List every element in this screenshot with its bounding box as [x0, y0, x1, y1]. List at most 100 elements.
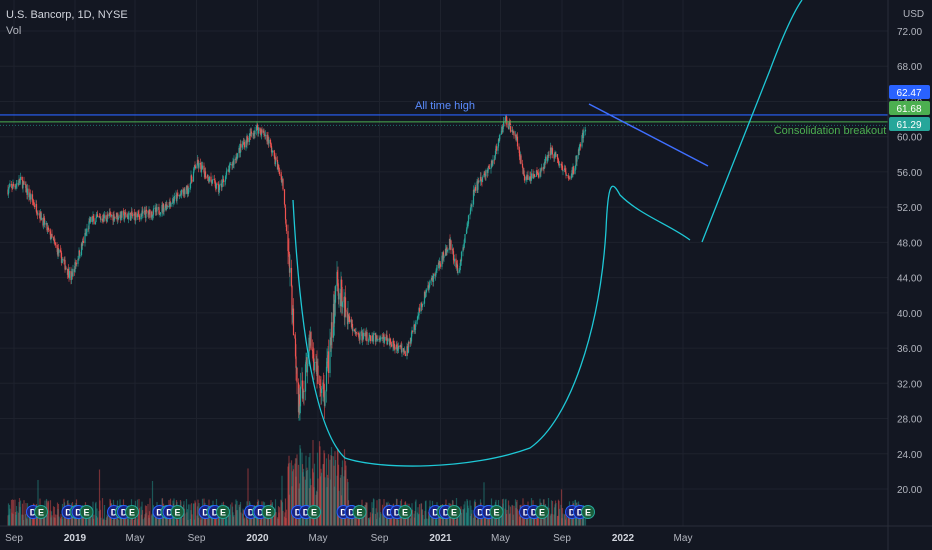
- volume-bar: [235, 499, 237, 526]
- volume-bar: [382, 513, 384, 526]
- volume-bar: [96, 508, 98, 526]
- volume-bar: [190, 510, 192, 526]
- candle-body: [372, 334, 375, 342]
- candle-body: [427, 285, 430, 289]
- volume-bar: [327, 477, 329, 526]
- ath-label: All time high: [415, 100, 475, 112]
- candle-body: [248, 133, 251, 142]
- volume-bar: [466, 500, 469, 526]
- volume-bar: [350, 518, 352, 526]
- candle-body: [19, 176, 22, 181]
- volume-bar: [285, 509, 288, 526]
- candle-body: [386, 335, 388, 345]
- earnings-marker: [216, 505, 230, 519]
- volume-bar: [130, 519, 132, 526]
- candle-body: [271, 152, 273, 153]
- earnings-marker-letter: E: [402, 508, 408, 518]
- volume-bar: [511, 505, 514, 526]
- volume-bar: [226, 515, 228, 526]
- candle-body: [423, 291, 426, 304]
- volume-bar: [352, 518, 354, 526]
- y-tick-label: 28.00: [897, 415, 922, 426]
- candle-body: [133, 213, 135, 216]
- volume-bar: [80, 517, 83, 526]
- candle-body: [390, 344, 393, 347]
- candle-body: [138, 214, 140, 216]
- volume-bar: [487, 516, 490, 526]
- volume-bar: [177, 517, 179, 526]
- volume-bar: [231, 502, 233, 526]
- volume-bar: [138, 508, 141, 526]
- candle-body: [539, 171, 541, 178]
- volume-bar: [274, 499, 277, 526]
- volume-bar: [459, 508, 462, 526]
- volume-bar: [120, 516, 123, 526]
- volume-bar: [56, 514, 58, 526]
- candle-body: [299, 386, 302, 407]
- candle-body: [142, 211, 144, 214]
- candle-body: [458, 270, 461, 272]
- volume-bar: [270, 516, 273, 526]
- volume-bar: [214, 516, 216, 526]
- volume-bar: [507, 500, 510, 526]
- candle-body: [247, 138, 249, 142]
- volume-bar: [289, 462, 291, 526]
- candle-body: [171, 202, 174, 204]
- candle-body: [145, 209, 147, 218]
- candle-body: [396, 344, 398, 348]
- volume-bar: [533, 513, 536, 526]
- volume-bar: [312, 440, 314, 526]
- candle-body: [410, 332, 413, 342]
- volume-bar: [493, 518, 496, 526]
- volume-bar: [11, 512, 13, 526]
- price-label-last-price: 61.29: [896, 120, 921, 131]
- volume-bar: [343, 476, 345, 526]
- candle-body: [465, 229, 468, 235]
- volume-bar: [58, 516, 60, 526]
- volume-bar: [347, 482, 349, 526]
- candle-body: [421, 304, 424, 307]
- candle-body: [8, 187, 10, 189]
- candle-body: [159, 212, 162, 215]
- volume-bar: [369, 517, 371, 526]
- volume-bar: [215, 516, 217, 526]
- candle-body: [284, 207, 287, 220]
- volume-bar: [521, 514, 524, 526]
- dividend-marker-letter: D: [75, 508, 82, 518]
- volume-bar: [281, 502, 284, 526]
- volume-bar: [515, 501, 518, 526]
- volume-bar: [329, 479, 332, 526]
- candle-body: [35, 204, 38, 213]
- candle-body: [94, 222, 97, 225]
- earnings-marker: [581, 505, 595, 519]
- volume-bar: [372, 498, 375, 526]
- candle-body: [79, 255, 81, 257]
- volume-bar: [21, 503, 24, 526]
- volume-bar: [306, 469, 309, 526]
- candle-body: [397, 349, 399, 351]
- volume-bar: [96, 517, 99, 526]
- volume-bar: [22, 519, 25, 526]
- volume-bar: [51, 515, 53, 526]
- candle-body: [239, 143, 242, 153]
- candle-body: [564, 169, 567, 173]
- candle-body: [502, 127, 504, 132]
- price-label-box: [889, 85, 930, 99]
- volume-bar: [324, 477, 326, 526]
- volume-bar: [413, 517, 416, 526]
- candle-body: [43, 218, 46, 225]
- volume-bar: [439, 515, 441, 526]
- volume-bar: [193, 519, 196, 526]
- candle-body: [561, 165, 564, 171]
- volume-bar: [165, 514, 168, 526]
- candle-body: [560, 163, 563, 166]
- candle-body: [269, 139, 272, 145]
- candle-body: [32, 200, 34, 203]
- candle-body: [38, 213, 41, 215]
- candle-body: [329, 340, 331, 373]
- candle-body: [166, 204, 168, 207]
- candle-body: [505, 116, 508, 121]
- volume-bar: [526, 517, 529, 526]
- candle-body: [576, 155, 578, 162]
